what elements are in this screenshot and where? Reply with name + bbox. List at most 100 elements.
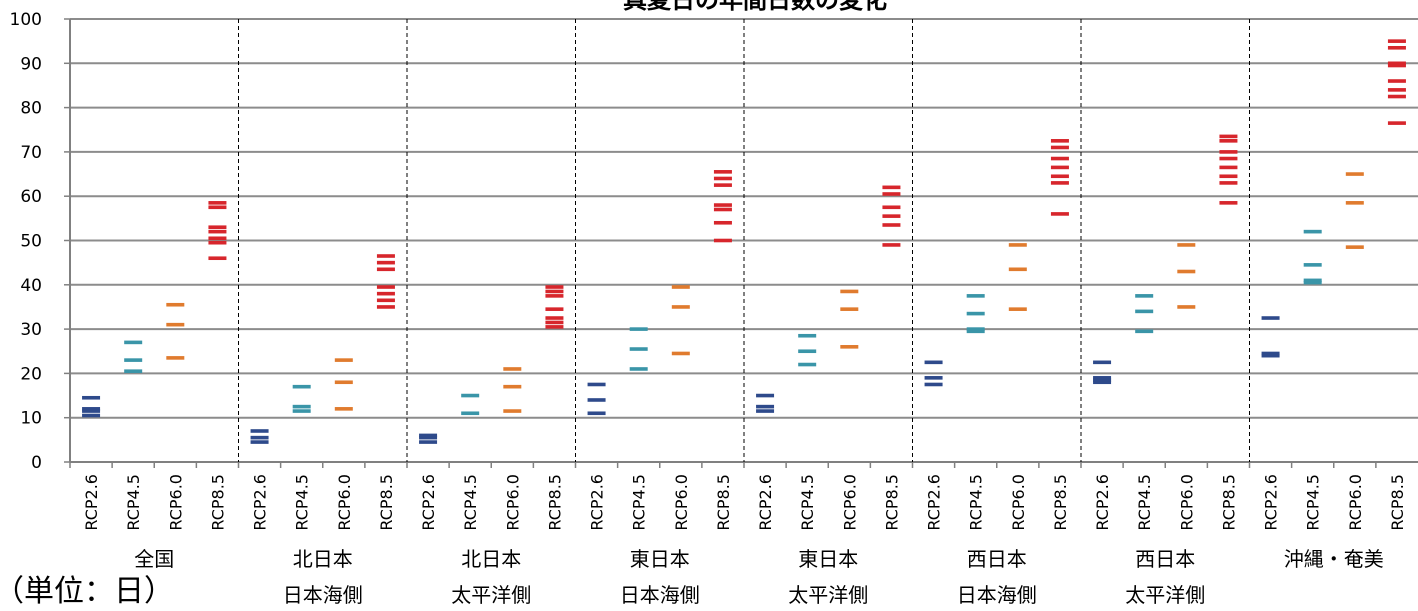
data-mark xyxy=(713,207,732,212)
data-mark xyxy=(1050,139,1069,143)
scenario-label: RCP6.0 xyxy=(672,474,691,531)
data-mark xyxy=(1387,45,1406,50)
y-tick-label: 80 xyxy=(20,99,42,119)
data-mark xyxy=(1050,181,1069,185)
data-mark xyxy=(924,376,943,380)
data-mark xyxy=(1387,61,1406,66)
data-mark xyxy=(756,393,775,398)
y-tick-label: 20 xyxy=(20,364,42,384)
data-mark xyxy=(334,380,353,385)
data-mark xyxy=(882,192,901,196)
data-mark xyxy=(461,393,480,398)
data-mark xyxy=(376,260,395,265)
data-mark xyxy=(1219,134,1238,139)
data-mark xyxy=(124,340,143,345)
region-label: 西日本 xyxy=(1135,547,1195,571)
data-mark xyxy=(82,395,101,400)
data-mark xyxy=(1345,172,1364,176)
data-mark xyxy=(840,345,859,349)
data-mark xyxy=(1261,351,1280,356)
data-mark xyxy=(208,229,227,234)
data-mark xyxy=(376,254,395,258)
data-mark xyxy=(545,307,564,311)
region-label: 全国 xyxy=(134,547,174,571)
data-mark xyxy=(713,176,732,181)
data-mark xyxy=(1093,378,1112,382)
data-mark xyxy=(250,440,269,444)
data-mark xyxy=(1219,181,1238,185)
data-mark xyxy=(1050,174,1069,179)
region-separators xyxy=(238,19,1250,462)
chart-title: 真夏日の年間日数の変化 xyxy=(623,0,887,14)
data-mark xyxy=(545,320,564,325)
data-mark xyxy=(1093,360,1112,365)
data-mark xyxy=(208,240,227,245)
data-mark xyxy=(629,367,648,371)
data-mark xyxy=(82,407,101,411)
data-mark xyxy=(292,404,311,409)
data-mark xyxy=(1050,156,1069,161)
data-mark xyxy=(376,291,395,296)
y-tick-label: 60 xyxy=(20,187,42,207)
data-mark xyxy=(671,305,690,309)
data-mark xyxy=(966,329,985,334)
data-mark xyxy=(1177,243,1196,247)
data-mark xyxy=(208,201,227,205)
data-mark xyxy=(713,170,732,174)
data-mark xyxy=(166,322,185,327)
data-mark xyxy=(798,362,817,367)
region-label: 日本海側 xyxy=(283,583,363,607)
data-mark xyxy=(208,225,227,230)
data-mark xyxy=(1303,278,1322,283)
data-mark xyxy=(1008,307,1027,311)
data-mark xyxy=(1008,267,1027,272)
scenario-label: RCP6.0 xyxy=(503,474,522,531)
scenario-label: RCP2.6 xyxy=(251,474,270,531)
data-mark xyxy=(840,307,859,311)
scenario-label: RCP2.6 xyxy=(82,474,101,531)
data-mark xyxy=(1177,305,1196,309)
data-mark xyxy=(1387,63,1406,68)
region-label: 東日本 xyxy=(630,547,690,571)
scenario-label: RCP2.6 xyxy=(925,474,944,531)
scenario-label: RCP8.5 xyxy=(377,474,396,531)
data-mark xyxy=(1219,174,1238,179)
data-mark xyxy=(882,214,901,218)
data-mark xyxy=(545,289,564,294)
scenario-label: RCP6.0 xyxy=(1346,474,1365,531)
data-mark xyxy=(1261,316,1280,320)
y-tick-label: 40 xyxy=(20,276,42,296)
y-tick-label: 30 xyxy=(20,320,42,340)
scenario-label: RCP4.5 xyxy=(967,474,986,531)
data-mark xyxy=(587,382,606,387)
scenario-label: RCP4.5 xyxy=(798,474,817,531)
data-mark xyxy=(82,409,101,413)
scenario-label: RCP8.5 xyxy=(208,474,227,531)
y-tick-label: 100 xyxy=(10,10,42,30)
data-mark xyxy=(1093,376,1112,380)
data-mark xyxy=(966,311,985,316)
scenario-label: RCP4.5 xyxy=(1135,474,1154,531)
data-mark xyxy=(1050,145,1069,150)
data-mark xyxy=(1135,329,1154,334)
data-mark xyxy=(376,285,395,289)
scenario-label: RCP2.6 xyxy=(1093,474,1112,531)
data-mark xyxy=(882,205,901,210)
data-mark xyxy=(671,285,690,289)
data-mark xyxy=(713,203,732,207)
data-mark xyxy=(1219,201,1238,205)
y-tick-label: 70 xyxy=(20,143,42,163)
data-mark xyxy=(292,384,311,389)
data-mark xyxy=(1387,79,1406,83)
data-mark xyxy=(208,236,227,241)
y-tick-label: 90 xyxy=(20,54,42,74)
data-mark xyxy=(629,347,648,351)
data-mark xyxy=(713,238,732,243)
region-label: 太平洋側 xyxy=(451,583,531,607)
data-mark xyxy=(545,316,564,320)
data-mark xyxy=(587,398,606,402)
scenario-label: RCP2.6 xyxy=(588,474,607,531)
data-mark xyxy=(1135,294,1154,298)
scenario-label: RCP8.5 xyxy=(545,474,564,531)
